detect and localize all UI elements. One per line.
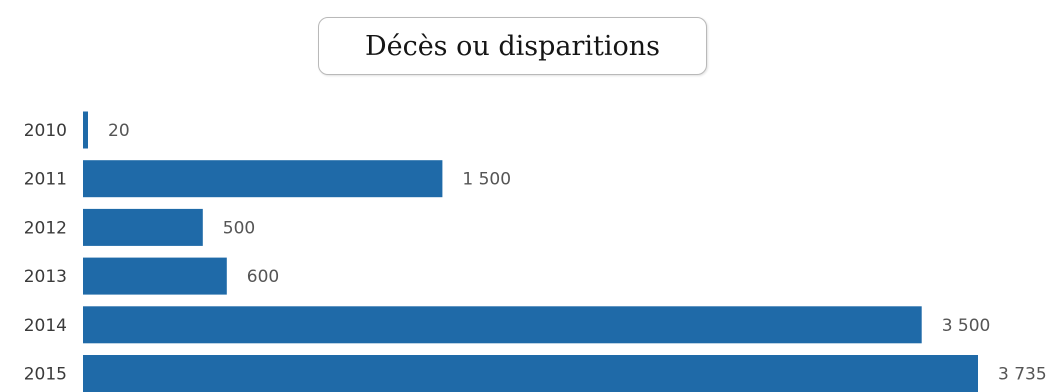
bar-2010 <box>83 111 88 149</box>
bar-2014 <box>83 306 922 344</box>
tick-label-2014: 2014 <box>24 316 67 336</box>
value-labels-layer: 20 1 500 500 600 3 500 3 735 <box>108 121 1047 385</box>
value-label-2013: 600 <box>247 267 279 287</box>
bar-2013 <box>83 257 227 295</box>
tick-label-2013: 2013 <box>24 267 67 287</box>
bar-2011 <box>83 160 443 198</box>
tick-label-2012: 2012 <box>24 218 67 238</box>
tick-label-2010: 2010 <box>24 121 67 141</box>
value-label-2012: 500 <box>223 218 255 238</box>
tick-label-2011: 2011 <box>24 170 67 190</box>
bars-layer <box>83 111 978 392</box>
bar-2015 <box>83 355 978 392</box>
chart-title: Décès ou disparitions <box>364 30 661 62</box>
tick-label-2015: 2015 <box>24 365 67 385</box>
value-label-2015: 3 735 <box>998 365 1047 385</box>
value-label-2011: 1 500 <box>462 170 511 190</box>
value-label-2010: 20 <box>108 121 130 141</box>
value-label-2014: 3 500 <box>942 316 991 336</box>
category-axis-labels: 2010 2011 2012 2013 2014 2015 <box>24 121 67 385</box>
chart-title-box: Décès ou disparitions <box>318 17 707 75</box>
bar-2012 <box>83 208 203 246</box>
